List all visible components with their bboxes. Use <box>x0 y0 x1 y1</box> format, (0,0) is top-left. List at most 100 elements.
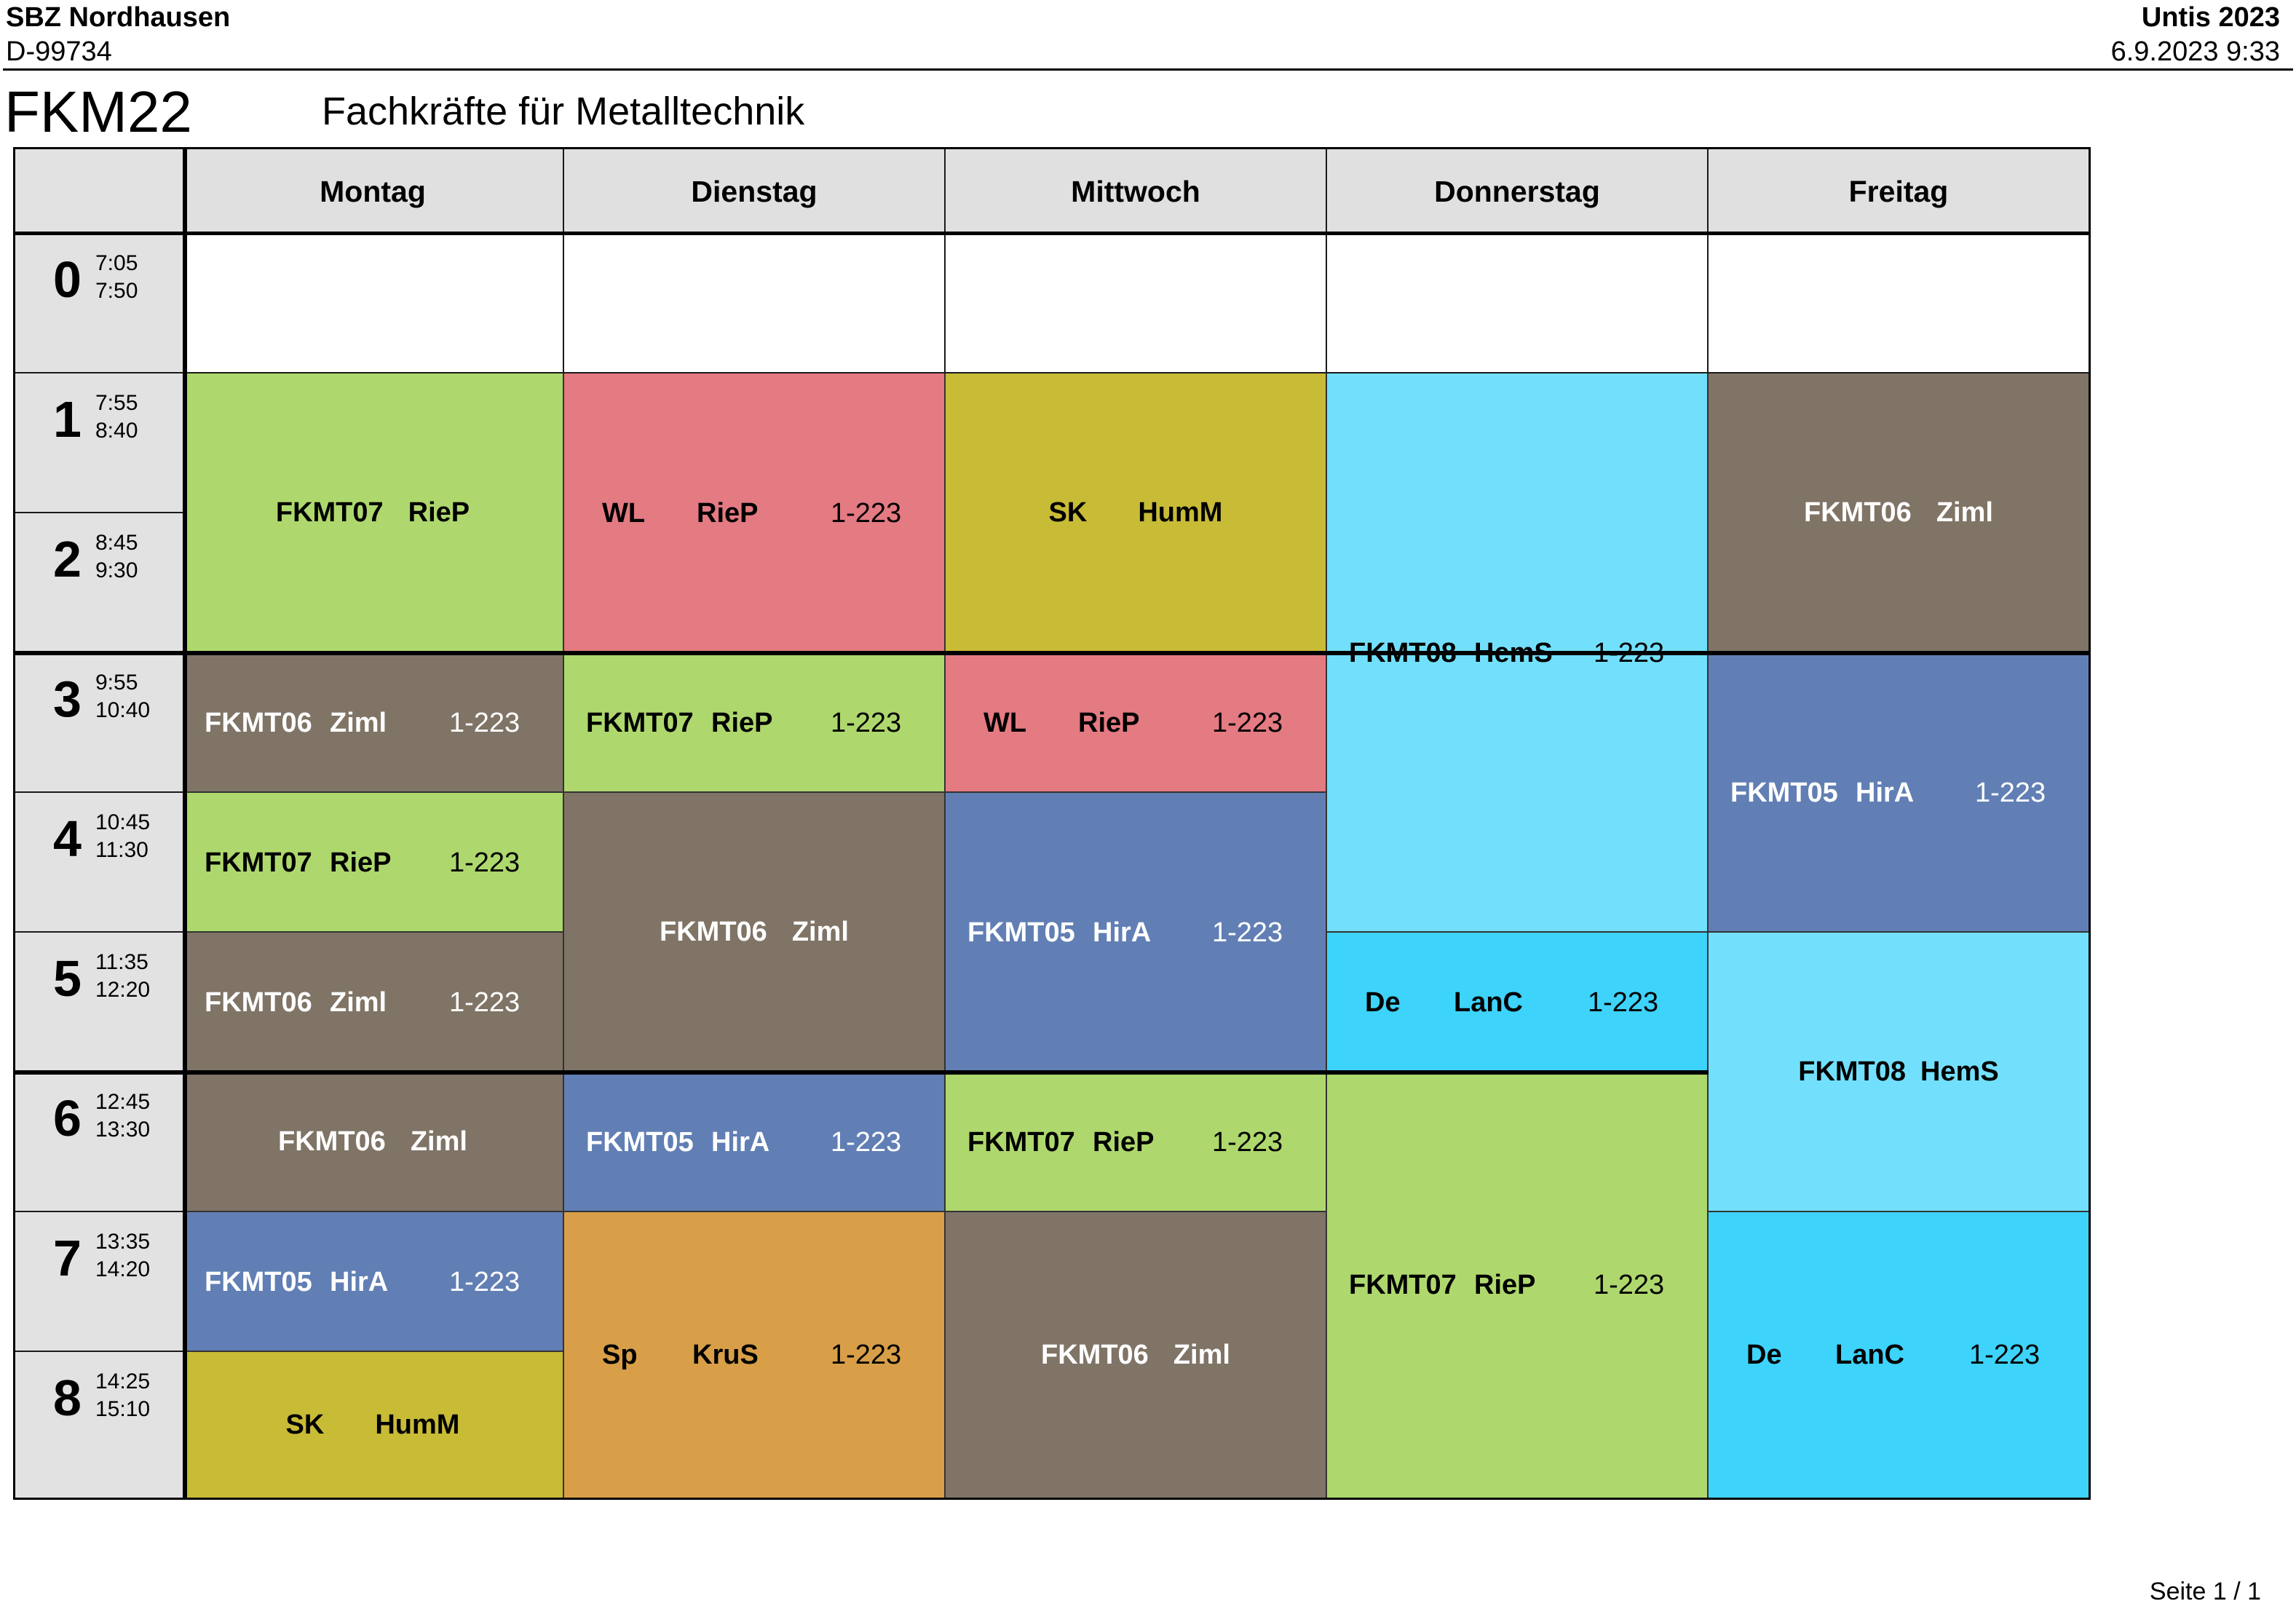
period-start: 7:55 <box>95 391 138 415</box>
period-start: 13:35 <box>95 1230 151 1254</box>
period-number: 5 <box>53 950 82 1007</box>
lesson-block[interactable]: FKMT07 RieP 1-223 <box>1327 1072 1709 1498</box>
lesson-block[interactable]: FKMT07 RieP 1-223 <box>564 653 946 793</box>
lesson-block[interactable]: FKMT06 Ziml <box>183 1072 564 1212</box>
lesson-subject: FKMT07 <box>967 1127 1075 1158</box>
empty-slot <box>1327 234 1709 373</box>
lesson-block[interactable]: Sp KruS 1-223 <box>564 1212 946 1498</box>
lesson-block[interactable]: FKMT05 HirA 1-223 <box>946 793 1327 1072</box>
period-end: 8:40 <box>95 419 138 443</box>
header-divider <box>15 232 2089 235</box>
period-number: 8 <box>53 1369 82 1426</box>
lesson-teacher: HirA <box>330 1267 389 1297</box>
period-number: 4 <box>53 810 82 867</box>
lesson-block[interactable]: FKMT06 Ziml 1-223 <box>183 653 564 793</box>
lesson-subject: FKMT07 <box>205 847 312 878</box>
lesson-subject: SK <box>285 1410 325 1440</box>
lesson-block[interactable]: SK HumM <box>183 1352 564 1498</box>
block-divider <box>1709 651 2089 655</box>
lesson-teacher: LanC <box>1454 987 1523 1018</box>
lesson-subject: Sp <box>602 1340 638 1370</box>
period-start: 7:05 <box>95 251 138 275</box>
period-start: 10:45 <box>95 810 151 834</box>
period-row: 5 11:35 12:20 <box>15 933 183 1072</box>
lesson-subject: FKMT06 <box>1804 497 1912 528</box>
lesson-subject: FKMT05 <box>586 1127 694 1158</box>
period-number: 0 <box>53 251 82 308</box>
lesson-block[interactable]: FKMT07 RieP 1-223 <box>946 1072 1327 1212</box>
lesson-block[interactable]: FKMT07 RieP 1-223 <box>183 793 564 933</box>
lesson-block[interactable]: WL RieP 1-223 <box>564 373 946 653</box>
lesson-block[interactable]: FKMT05 HirA 1-223 <box>183 1212 564 1352</box>
lesson-teacher: RieP <box>711 708 773 738</box>
period-end: 15:10 <box>95 1397 151 1421</box>
lesson-block[interactable]: SK HumM <box>946 373 1327 653</box>
period-number: 3 <box>53 671 82 727</box>
lesson-subject: De <box>1746 1340 1782 1370</box>
lesson-subject: FKMT07 <box>1349 1270 1457 1300</box>
lesson-teacher: KruS <box>692 1340 759 1370</box>
period-start: 9:55 <box>95 671 138 695</box>
lesson-block[interactable]: De LanC 1-223 <box>1327 933 1709 1072</box>
lesson-block[interactable]: FKMT08 HemS <box>1709 933 2089 1212</box>
period-end: 12:20 <box>95 978 151 1002</box>
period-start: 12:45 <box>95 1090 151 1114</box>
lesson-subject: FKMT06 <box>660 917 767 947</box>
lesson-subject: WL <box>602 498 646 529</box>
period-row: 3 9:55 10:40 <box>15 653 183 793</box>
document-id: D-99734 <box>6 36 112 67</box>
lesson-subject: FKMT06 <box>205 987 312 1018</box>
day-header-mittwoch: Mittwoch <box>946 149 1327 234</box>
lesson-room: 1-223 <box>449 1267 520 1297</box>
lesson-subject: FKMT05 <box>967 917 1075 948</box>
period-number: 1 <box>53 391 82 448</box>
lesson-room: 1-223 <box>831 498 902 529</box>
day-header-dienstag: Dienstag <box>564 149 946 234</box>
lesson-room: 1-223 <box>831 708 902 738</box>
period-end: 11:30 <box>95 838 149 862</box>
lesson-subject: FKMT07 <box>275 497 384 528</box>
print-datetime: 6.9.2023 9:33 <box>2110 36 2280 67</box>
lesson-block[interactable]: WL RieP 1-223 <box>946 653 1327 793</box>
period-start: 11:35 <box>95 950 149 974</box>
lesson-room: 1-223 <box>1212 1127 1283 1158</box>
lesson-block[interactable]: FKMT05 HirA 1-223 <box>564 1072 946 1212</box>
period-number: 6 <box>53 1090 82 1147</box>
lesson-teacher: Ziml <box>410 1126 467 1157</box>
period-end: 10:40 <box>95 698 151 722</box>
lesson-block[interactable]: FKMT07 RieP <box>183 373 564 653</box>
lesson-room: 1-223 <box>1594 1270 1665 1300</box>
app-name: Untis 2023 <box>2141 2 2280 33</box>
period-row: 0 7:05 7:50 <box>15 234 183 373</box>
period-end: 13:30 <box>95 1118 151 1142</box>
lesson-teacher: Ziml <box>791 917 849 947</box>
period-end: 9:30 <box>95 558 138 582</box>
period-end: 14:20 <box>95 1257 151 1281</box>
period-row: 7 13:35 14:20 <box>15 1212 183 1352</box>
lesson-block[interactable]: De LanC 1-223 <box>1709 1212 2089 1498</box>
lesson-block[interactable]: FKMT06 Ziml <box>946 1212 1327 1498</box>
lesson-teacher: RieP <box>330 847 392 878</box>
lesson-teacher: RieP <box>1474 1270 1536 1300</box>
page-number: Seite 1 / 1 <box>2149 1578 2261 1605</box>
lesson-block[interactable]: FKMT06 Ziml <box>564 793 946 1072</box>
lesson-subject: FKMT06 <box>278 1126 386 1157</box>
lesson-teacher: RieP <box>408 497 470 528</box>
day-header-freitag: Freitag <box>1709 149 2089 234</box>
day-header-montag: Montag <box>183 149 564 234</box>
lesson-block[interactable]: FKMT05 HirA 1-223 <box>1709 653 2089 933</box>
lesson-block[interactable]: FKMT06 Ziml <box>1709 373 2089 653</box>
label-column-divider <box>183 149 187 1498</box>
lesson-subject: FKMT05 <box>1730 778 1838 808</box>
lesson-block[interactable]: FKMT06 Ziml 1-223 <box>183 933 564 1072</box>
lesson-teacher: RieP <box>697 498 759 529</box>
lesson-subject: FKMT06 <box>1041 1340 1149 1370</box>
lesson-teacher: HirA <box>1856 778 1915 808</box>
lesson-subject: FKMT05 <box>205 1267 312 1297</box>
header-rule <box>3 68 2293 71</box>
lesson-subject: FKMT07 <box>586 708 694 738</box>
corner-cell <box>15 149 183 234</box>
empty-slot <box>1709 234 2089 373</box>
lesson-teacher: RieP <box>1093 1127 1155 1158</box>
period-end: 7:50 <box>95 279 138 303</box>
